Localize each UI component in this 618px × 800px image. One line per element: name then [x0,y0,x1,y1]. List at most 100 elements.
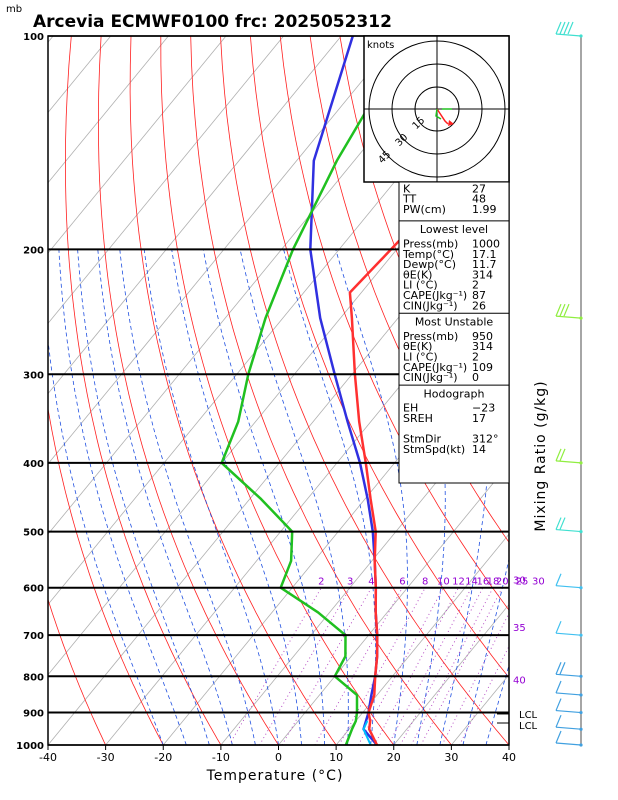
barb-feather [559,662,566,675]
x-tick-label: 20 [387,751,401,764]
index-name: θE(K) [403,340,432,353]
indices-section-header: Hodograph [424,387,485,400]
index-name: Press(mb) [403,330,458,343]
index-value: 314 [472,268,493,281]
index-value: 314 [472,340,493,353]
moist-adiabat [202,249,325,745]
index-name: Dewp(°C) [403,258,456,271]
y-unit-label: mb [6,4,22,15]
barb-feather [555,448,562,462]
moist-adiabat [397,249,446,745]
barb-dot [579,633,583,637]
barb-feather [555,303,562,317]
dewpoint-trace [220,36,412,745]
hodograph-trace-mid [435,108,442,120]
pressure-tick-label: 200 [23,245,44,256]
pressure-tick-label: 900 [23,709,44,720]
mixing-ratio-line [399,587,484,745]
x-tick-label: 40 [502,751,516,764]
barb-staff [555,33,582,37]
barb-feather [559,517,566,530]
mixing-ratio-label: 14 [465,577,478,588]
barb-feather [559,448,566,462]
dry-adiabat [309,36,509,543]
barb-feather [555,21,562,35]
index-value: 48 [472,193,486,206]
index-value: 27 [472,182,486,195]
barb-staff [555,742,582,746]
moist-adiabat [485,663,509,745]
dry-adiabat [549,36,618,745]
index-name: StmDir [403,433,442,446]
x-tick-label: 30 [444,751,458,764]
isotherm-line [48,36,227,254]
x-axis-title: Temperature (°C) [206,768,344,784]
pressure-tick-label: 700 [23,631,44,642]
index-name: LI (°C) [403,351,438,364]
index-name: CAPE(Jkg⁻¹) [403,289,467,302]
dry-adiabat [279,36,509,611]
hodograph-ring [368,40,506,178]
moist-adiabat [283,249,376,745]
barb-feather [555,730,562,744]
moist-adiabat [119,249,256,745]
lcl-label: LCL [519,710,538,721]
isotherm-line [48,36,457,535]
chart-title: Arcevia ECMWF0100 frc: 2025052312 [33,12,392,32]
isotherm-line [48,36,169,184]
indices-table: K 27 TT 48 PW(cm) 1.99 Lowest level Press(mb) 10… [398,181,510,484]
mixing-ratio-line [338,587,426,745]
storm-motion-arrow [448,120,454,126]
hodograph-ring [414,86,460,132]
index-value: 17 [472,412,486,425]
mixing-ratio-label: 30 [532,577,545,588]
purple-label: 40 [513,676,526,687]
hodograph-unit: knots [367,40,394,51]
barb-staff [555,673,582,677]
barb-feather [555,698,562,711]
barb-dot [579,529,583,534]
isotherm-line [508,744,509,745]
mixing-ratio-label: 25 [516,577,529,588]
isotherm-line [220,392,509,745]
x-tick-label: 0 [275,751,282,764]
barb-feather [555,573,562,586]
isotherm-line [48,36,400,465]
dry-adiabat [220,36,509,745]
isotherm-line [335,533,509,745]
moist-adiabat [335,249,408,745]
index-value: 312° [472,433,499,446]
barb-feather [555,517,562,530]
temperature-trace [348,119,509,745]
mixing-ratio-label: 20 [496,577,509,588]
mixing-ratio-label: 10 [437,577,450,588]
dry-adiabat [48,598,106,745]
mixing-ratio-line [420,587,503,745]
index-value: 1.99 [472,203,497,216]
barb-staff [555,709,582,714]
virtual-temperature-trace [362,720,372,745]
barb-feather [555,662,562,675]
dry-adiabat [250,36,509,679]
index-name: StmSpd(kt) [403,443,465,456]
barb-staff [555,460,582,464]
mixing-ratio-axis-title: Mixing Ratio (g/kg) [533,380,549,531]
index-value: 14 [472,443,486,456]
pressure-tick-label: 600 [23,584,44,595]
isotherm-line [278,463,509,745]
traces-layer [220,36,509,745]
indices-frame [398,181,510,484]
x-tick-label: -20 [154,751,172,764]
mixing-ratio-line [357,587,444,745]
index-name: Press(mb) [403,238,458,251]
mixing-ratio-label: 12 [452,577,465,588]
moist-adiabat [97,249,233,745]
dry-adiabat [160,36,395,745]
mixing-ratio-label: 16 [476,577,489,588]
mixing-ratio-label: 6 [399,577,405,588]
pressure-tick-label: 500 [23,528,44,539]
index-name: PW(cm) [403,203,446,216]
barb-staff [555,585,582,589]
pressure-tick-label: 300 [23,370,44,381]
